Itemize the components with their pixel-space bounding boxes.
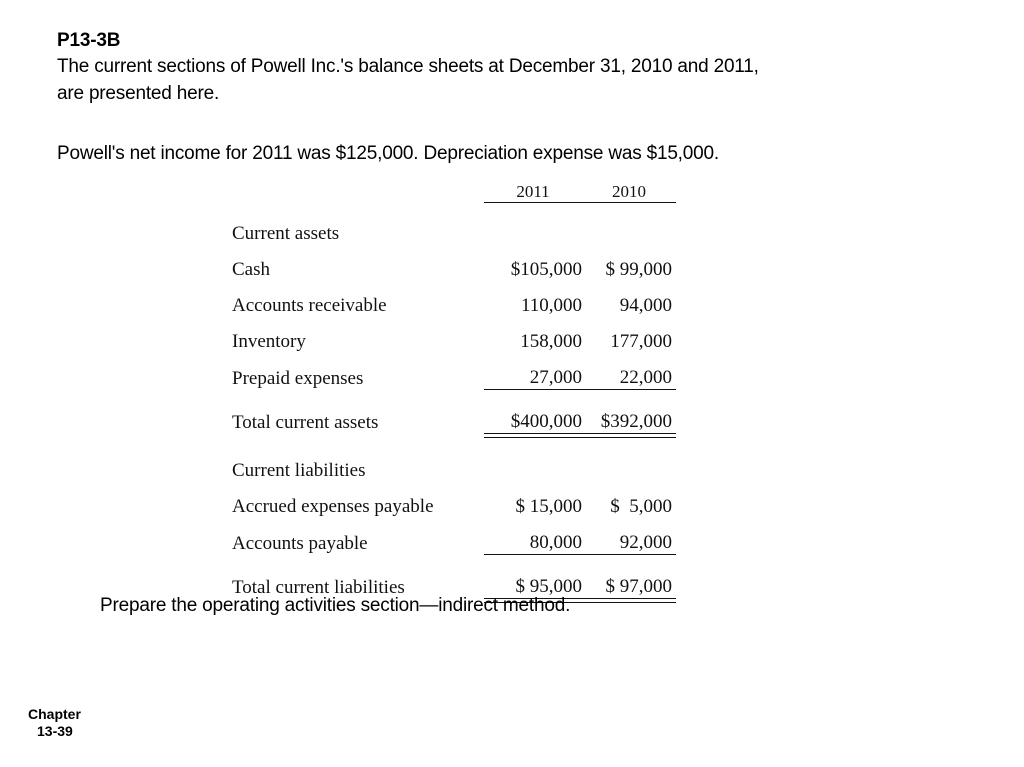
subtotal-rule-row-assets bbox=[232, 389, 676, 398]
double-rule-row-liabilities bbox=[232, 598, 676, 603]
section-heading-current-assets: Current assets bbox=[232, 223, 340, 244]
section-heading-liab-blank-2011 bbox=[484, 446, 582, 482]
instruction-text: Prepare the operating activities section… bbox=[100, 595, 571, 616]
subtotal-rule-spacer-liabilities bbox=[232, 555, 484, 563]
slide-footer: Chapter 13-39 bbox=[28, 706, 81, 740]
subtotal-rule-row-liabilities bbox=[232, 554, 676, 563]
table-row: Accrued expenses payable $ 15,000 $ 5,00… bbox=[232, 482, 676, 518]
total-label-current-assets: Total current assets bbox=[232, 411, 379, 433]
row-label-accrued-expenses-payable: Accrued expenses payable bbox=[232, 496, 434, 517]
net-income-note: Powell's net income for 2011 was $125,00… bbox=[57, 143, 719, 164]
problem-id: P13-3B bbox=[57, 30, 121, 51]
row-label-accounts-payable: Accounts payable bbox=[232, 532, 368, 554]
section-gap-2011 bbox=[484, 438, 582, 447]
header-rule-row bbox=[232, 202, 676, 209]
subtotal-rule-liabilities-2010 bbox=[582, 554, 676, 562]
total-row: Total current liabilities $ 95,000 $ 97,… bbox=[232, 562, 676, 599]
double-rule-assets-2010 bbox=[582, 433, 676, 438]
row-label-inventory: Inventory bbox=[232, 331, 306, 352]
problem-statement-block: P13-3B The current sections of Powell In… bbox=[57, 28, 957, 107]
table-row: Cash $105,000 $ 99,000 bbox=[232, 245, 676, 281]
column-header-year-2011: 2011 bbox=[516, 182, 550, 201]
subtotal-rule-assets-2011 bbox=[484, 389, 582, 397]
section-heading-row: Current assets bbox=[232, 209, 676, 245]
section-heading-blank-2010 bbox=[582, 209, 676, 245]
table-row: Accounts receivable 110,000 94,000 bbox=[232, 281, 676, 317]
row-value-inventory-2010: 177,000 bbox=[610, 331, 672, 352]
subtotal-rule-liabilities-2011 bbox=[484, 554, 582, 562]
row-value-cash-2010: $ 99,000 bbox=[605, 259, 673, 280]
section-heading-liab-blank-2010 bbox=[582, 446, 676, 482]
row-value-accounts-receivable-2011: 110,000 bbox=[520, 295, 582, 316]
footer-page-number: 13-39 bbox=[37, 723, 73, 739]
row-value-accrued-expenses-payable-2010: $ 5,000 bbox=[610, 496, 672, 517]
double-rule-assets-2011 bbox=[484, 433, 582, 438]
section-heading-current-liabilities: Current liabilities bbox=[232, 460, 366, 481]
total-row: Total current assets $400,000 $392,000 bbox=[232, 397, 676, 434]
total-value-current-liabilities-2010: $ 97,000 bbox=[605, 576, 673, 597]
subtotal-rule-assets-2010 bbox=[582, 389, 676, 397]
row-value-prepaid-expenses-2010: 22,000 bbox=[619, 367, 672, 388]
double-rule-liabilities-2011 bbox=[484, 598, 582, 603]
table-header-row: 2011 2010 bbox=[232, 180, 676, 203]
intro-line-2: are presented here. bbox=[57, 83, 220, 104]
row-value-accrued-expenses-payable-2011: $ 15,000 bbox=[515, 496, 583, 517]
total-label-current-liabilities: Total current liabilities bbox=[232, 576, 405, 598]
balance-sheet-table: 2011 2010 Current assets Cash $105,000 $… bbox=[232, 180, 676, 603]
section-gap-label bbox=[232, 438, 484, 447]
row-value-prepaid-expenses-2011: 27,000 bbox=[529, 367, 582, 388]
total-value-current-liabilities-2011: $ 95,000 bbox=[515, 576, 583, 597]
total-value-current-assets-2010: $392,000 bbox=[600, 411, 672, 432]
row-label-accounts-receivable: Accounts receivable bbox=[232, 295, 387, 316]
row-label-prepaid-expenses: Prepaid expenses bbox=[232, 367, 364, 389]
balance-sheet-table-wrapper: 2011 2010 Current assets Cash $105,000 $… bbox=[232, 180, 680, 603]
row-value-accounts-receivable-2010: 94,000 bbox=[619, 295, 672, 316]
subtotal-rule-spacer-assets bbox=[232, 390, 484, 398]
footer-chapter-label: Chapter bbox=[28, 706, 81, 722]
total-value-current-assets-2011: $400,000 bbox=[510, 411, 582, 432]
table-row: Inventory 158,000 177,000 bbox=[232, 317, 676, 353]
header-rule-2010 bbox=[582, 202, 676, 209]
table-row: Prepaid expenses 27,000 22,000 bbox=[232, 353, 676, 390]
column-header-label bbox=[232, 180, 484, 203]
row-label-cash: Cash bbox=[232, 259, 270, 280]
row-value-accounts-payable-2011: 80,000 bbox=[529, 532, 582, 553]
section-gap-row bbox=[232, 438, 676, 447]
table-row: Accounts payable 80,000 92,000 bbox=[232, 518, 676, 555]
double-rule-row-assets bbox=[232, 433, 676, 438]
column-header-year-2010: 2010 bbox=[612, 182, 646, 201]
row-value-inventory-2011: 158,000 bbox=[520, 331, 582, 352]
intro-line-1: The current sections of Powell Inc.'s ba… bbox=[57, 56, 759, 77]
section-heading-row: Current liabilities bbox=[232, 446, 676, 482]
double-rule-liabilities-2010 bbox=[582, 598, 676, 603]
row-value-accounts-payable-2010: 92,000 bbox=[619, 532, 672, 553]
header-rule-2011 bbox=[484, 202, 582, 209]
row-value-cash-2011: $105,000 bbox=[510, 259, 582, 280]
section-heading-blank-2011 bbox=[484, 209, 582, 245]
section-gap-2010 bbox=[582, 438, 676, 447]
